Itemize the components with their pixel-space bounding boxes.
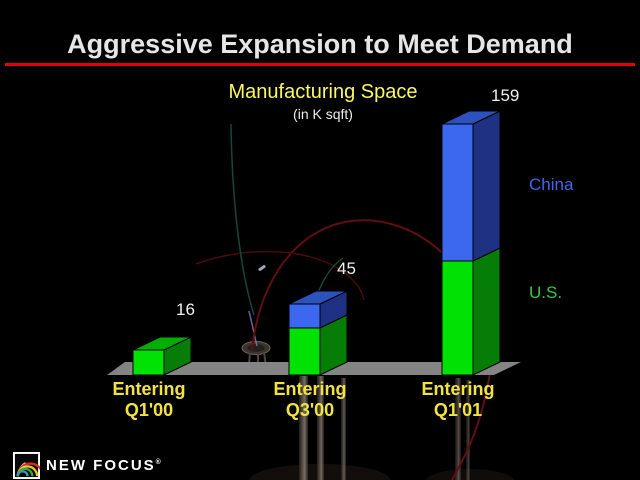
bars-group	[132, 110, 501, 376]
bar-segment-us-front	[441, 260, 474, 376]
category-line2: Q1'00	[124, 400, 174, 420]
metal-pin	[466, 380, 470, 480]
value-label: 159	[491, 86, 520, 105]
chart-title: Manufacturing Space	[228, 81, 418, 103]
slide-title: Aggressive Expansion to Meet Demand	[67, 29, 573, 59]
category-label: Entering Q1'00	[89, 379, 209, 421]
new-focus-logo-icon	[13, 451, 40, 479]
title-rule	[5, 63, 635, 66]
company-logo: NEW FOCUS®	[13, 451, 161, 479]
category-label: Entering Q3'00	[250, 379, 370, 421]
value-label: 45	[337, 259, 356, 278]
metal-pin	[455, 378, 461, 480]
teal-curve-small	[317, 257, 344, 294]
category-line1: Entering	[421, 379, 495, 399]
bar-segment-us-front	[288, 327, 321, 376]
bar-segment-china-top	[288, 290, 348, 305]
legend-us: U.S.	[529, 283, 563, 302]
category-line1: Entering	[112, 379, 186, 399]
category-line2: Q3'00	[285, 400, 335, 420]
value-label: 16	[176, 300, 195, 319]
logo-text: NEW FOCUS®	[46, 457, 161, 474]
red-arc-flat	[195, 250, 365, 301]
metal-pin	[317, 376, 324, 480]
glint	[258, 265, 266, 271]
bar-segment-china-front	[441, 123, 474, 262]
category-line2: Q1'01	[433, 400, 483, 420]
chart-subtitle: (in K sqft)	[293, 106, 353, 122]
bar-segment-china-front	[288, 303, 321, 329]
metal-pin	[341, 378, 346, 480]
fiber-line	[248, 310, 258, 347]
teal-curve	[230, 123, 255, 316]
bar-segment-china-top	[441, 110, 501, 125]
bar-segment-china-side	[472, 110, 501, 262]
logo-wordmark: NEW FOCUS	[46, 456, 156, 474]
registered-mark: ®	[155, 458, 161, 466]
bar-segment-us-front	[132, 349, 165, 376]
category-label: Entering Q1'01	[398, 379, 518, 421]
metal-pin	[299, 376, 308, 480]
bar-segment-us-side	[472, 247, 501, 376]
bar-segment-us-top	[132, 336, 192, 351]
category-line1: Entering	[273, 379, 347, 399]
legend-china: China	[529, 175, 574, 194]
